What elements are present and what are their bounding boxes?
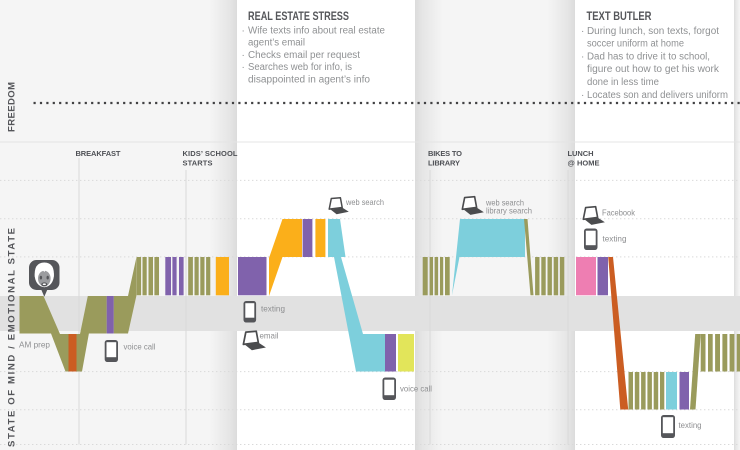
svg-text:web search: web search: [345, 197, 384, 207]
svg-text:library search: library search: [486, 206, 532, 216]
svg-text:done in less time: done in less time: [587, 77, 659, 88]
svg-text:BREAKFAST: BREAKFAST: [76, 149, 121, 158]
svg-text:Facebook: Facebook: [602, 208, 636, 218]
svg-text:·: ·: [581, 26, 584, 37]
svg-text:·: ·: [242, 50, 245, 61]
svg-text:·: ·: [242, 26, 245, 37]
svg-text:@ HOME: @ HOME: [568, 159, 600, 168]
svg-text:BIKES TO: BIKES TO: [428, 149, 462, 158]
svg-text:·: ·: [581, 90, 584, 101]
svg-text:KIDS’ SCHOOL: KIDS’ SCHOOL: [183, 149, 238, 158]
svg-text:disappointed in agent’s info: disappointed in agent’s info: [248, 74, 370, 85]
svg-text:texting: texting: [603, 234, 627, 244]
svg-text:Locates son and delivers unifo: Locates son and delivers uniform: [587, 90, 728, 101]
svg-text:TEXT BUTLER: TEXT BUTLER: [587, 11, 653, 23]
svg-text:STATE OF MIND / EMOTIONAL STAT: STATE OF MIND / EMOTIONAL STATE: [7, 228, 18, 447]
svg-text:Searches web for info, is: Searches web for info, is: [248, 62, 352, 73]
svg-text:texting: texting: [679, 420, 702, 430]
svg-text:voice call: voice call: [400, 384, 432, 394]
svg-text:FREEDOM: FREEDOM: [7, 82, 18, 132]
svg-text:REAL ESTATE STRESS: REAL ESTATE STRESS: [248, 11, 349, 23]
svg-text:texting: texting: [261, 304, 285, 314]
svg-text:LUNCH: LUNCH: [568, 149, 594, 158]
svg-text:voice call: voice call: [124, 342, 156, 352]
svg-text:Dad has to drive it to school,: Dad has to drive it to school,: [587, 51, 710, 62]
svg-text:agent’s email: agent’s email: [248, 38, 305, 49]
svg-text:soccer uniform at home: soccer uniform at home: [587, 39, 684, 50]
svg-text:AM prep: AM prep: [19, 340, 50, 350]
svg-text:Wife texts info about real est: Wife texts info about real estate: [248, 26, 385, 37]
svg-text:email: email: [260, 331, 279, 341]
svg-text:STARTS: STARTS: [183, 159, 213, 168]
svg-text:During lunch, son texts, forgo: During lunch, son texts, forgot: [587, 26, 719, 37]
svg-text:Checks email per request: Checks email per request: [248, 50, 360, 61]
svg-text:·: ·: [242, 62, 245, 73]
svg-text:web search: web search: [485, 198, 524, 208]
svg-text:·: ·: [581, 51, 584, 62]
svg-text:figure out how to get his work: figure out how to get his work: [587, 64, 720, 75]
svg-text:LIBRARY: LIBRARY: [428, 159, 460, 168]
